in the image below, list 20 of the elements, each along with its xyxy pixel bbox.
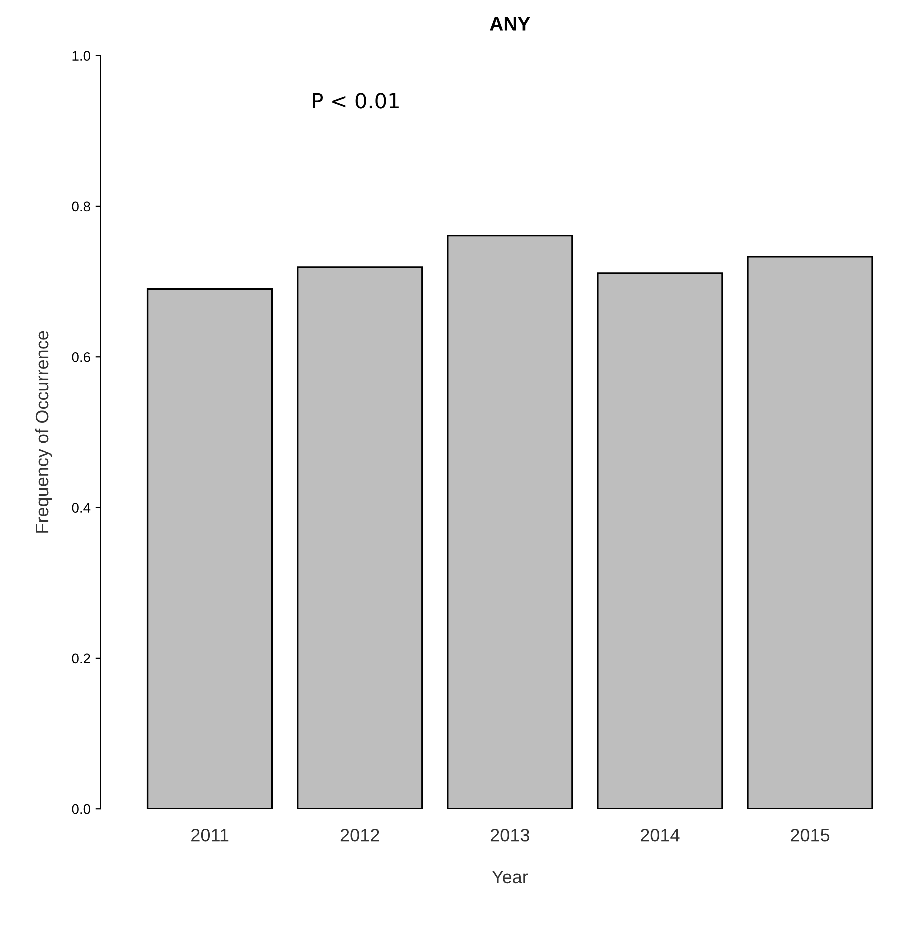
- y-axis-title: Frequency of Occurrence: [35, 331, 52, 533]
- y-tick-label: 0.0: [72, 804, 90, 814]
- y-tick-label: 0.2: [72, 654, 90, 664]
- y-tick-label: 0.4: [72, 503, 91, 513]
- y-tick-label: 0.8: [72, 202, 90, 212]
- bar: [146, 288, 274, 810]
- bar: [747, 256, 874, 810]
- x-tick-label: 2014: [641, 829, 680, 842]
- chart-title: ANY: [490, 17, 530, 31]
- y-tick-label: 0.6: [72, 352, 90, 362]
- x-tick-label: 2011: [192, 829, 229, 842]
- x-tick-label: 2015: [791, 829, 830, 842]
- bar: [447, 235, 574, 810]
- y-tick-label: 1.0: [72, 51, 90, 61]
- x-tick-label: 2012: [340, 829, 380, 842]
- bar: [597, 272, 724, 810]
- x-tick-label: 2013: [490, 829, 530, 842]
- x-axis-title: Year: [492, 871, 528, 884]
- annotation: P < 0.01: [313, 93, 399, 109]
- bar: [297, 266, 424, 810]
